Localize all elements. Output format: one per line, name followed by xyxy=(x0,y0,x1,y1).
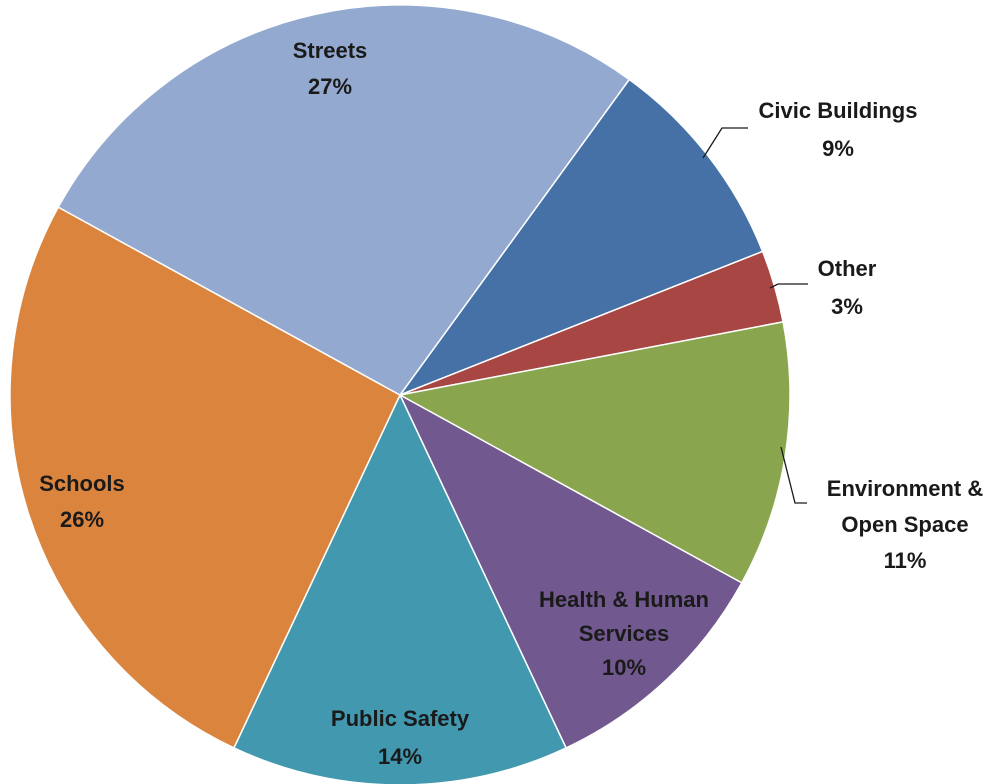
pie-slice-2 xyxy=(397,321,791,584)
slice-label-1: Other 3% xyxy=(818,256,877,319)
slice-labels: Civic Buildings 9% Other 3% Environment & Ope… xyxy=(39,38,983,769)
slice-label-4: Public Safety 14% xyxy=(331,706,470,769)
slice-label-2: Environment & Open Space 11% xyxy=(827,476,984,573)
slice-value-label: 3% xyxy=(831,294,863,319)
pie-slice-0 xyxy=(397,78,764,397)
pie-slice-5 xyxy=(9,206,401,749)
pie-slices xyxy=(9,4,791,784)
slice-label-0: Civic Buildings 9% xyxy=(759,98,918,161)
slice-label-text: Environment & xyxy=(827,476,984,501)
slice-value-label: 14% xyxy=(378,744,422,769)
leader-line-2 xyxy=(780,446,807,504)
slice-label-text: Civic Buildings xyxy=(759,98,918,123)
slice-label-text: Health & Human xyxy=(539,587,709,612)
slice-value-label: 27% xyxy=(308,74,352,99)
slice-label-text: Public Safety xyxy=(331,706,470,731)
slice-value-label: 26% xyxy=(60,507,104,532)
slice-value-label: 11% xyxy=(884,548,927,573)
slice-label-text: Services xyxy=(579,621,670,646)
slice-label-text: Streets xyxy=(293,38,368,63)
slice-label-text: Schools xyxy=(39,471,125,496)
leader-line-1 xyxy=(769,283,808,289)
slice-label-6: Streets 27% xyxy=(293,38,368,99)
leader-lines xyxy=(702,127,808,504)
pie-slice-4 xyxy=(232,393,568,784)
slice-label-5: Schools 26% xyxy=(39,471,125,532)
pie-slice-6 xyxy=(57,4,631,396)
slice-label-text: Other xyxy=(818,256,877,281)
leader-line-0 xyxy=(702,127,748,159)
slice-value-label: 10% xyxy=(602,655,646,680)
slice-label-text: Open Space xyxy=(841,512,968,537)
pie-slice-3 xyxy=(398,393,743,749)
slice-value-label: 9% xyxy=(822,136,854,161)
slice-label-3: Health & Human Services 10% xyxy=(539,587,709,680)
